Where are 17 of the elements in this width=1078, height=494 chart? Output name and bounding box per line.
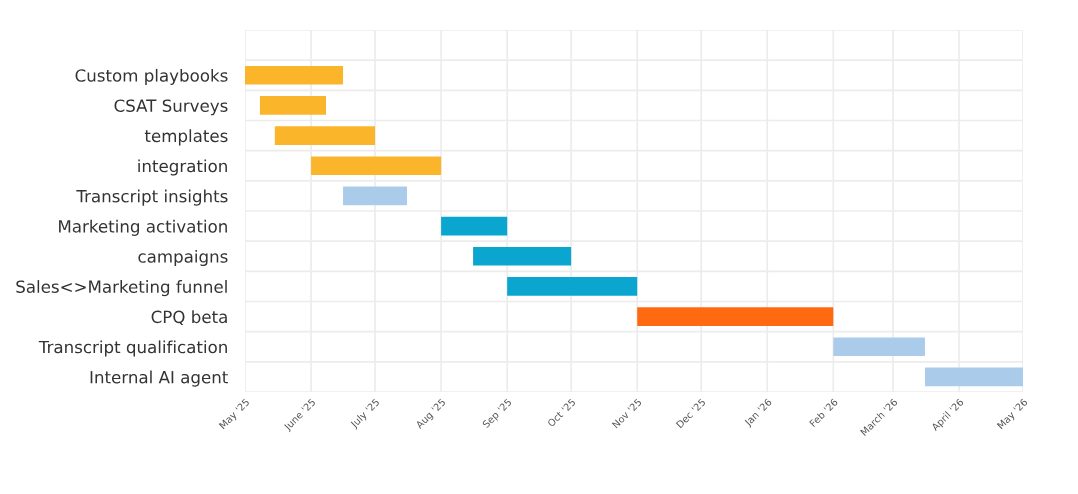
y-tick-label: CSAT Surveys (114, 99, 228, 116)
x-tick-label: Oct '25 (546, 398, 576, 428)
x-tick-label: Jan '26 (743, 398, 774, 428)
y-tick-label: CPQ beta (151, 310, 227, 326)
y-tick-label: Marketing activation (59, 219, 227, 236)
x-tick-label: Sep '25 (481, 398, 514, 430)
y-tick-label: integration (138, 159, 227, 176)
y-tick-label: campaigns (138, 249, 228, 267)
x-tick-label: Dec '25 (675, 398, 706, 429)
y-tick-label: Transcript qualification (38, 340, 227, 357)
y-tick-label: Custom playbooks (75, 68, 228, 86)
y-tick-label: Internal AI agent (90, 370, 228, 387)
y-tick-label: Transcript insights (76, 189, 228, 206)
x-tick-label: Feb '26 (808, 397, 839, 428)
x-tick-label: Nov '25 (611, 398, 642, 429)
y-tick-label: templates (144, 129, 228, 146)
y-tick-label: Sales<>Marketing funnel (16, 280, 227, 297)
